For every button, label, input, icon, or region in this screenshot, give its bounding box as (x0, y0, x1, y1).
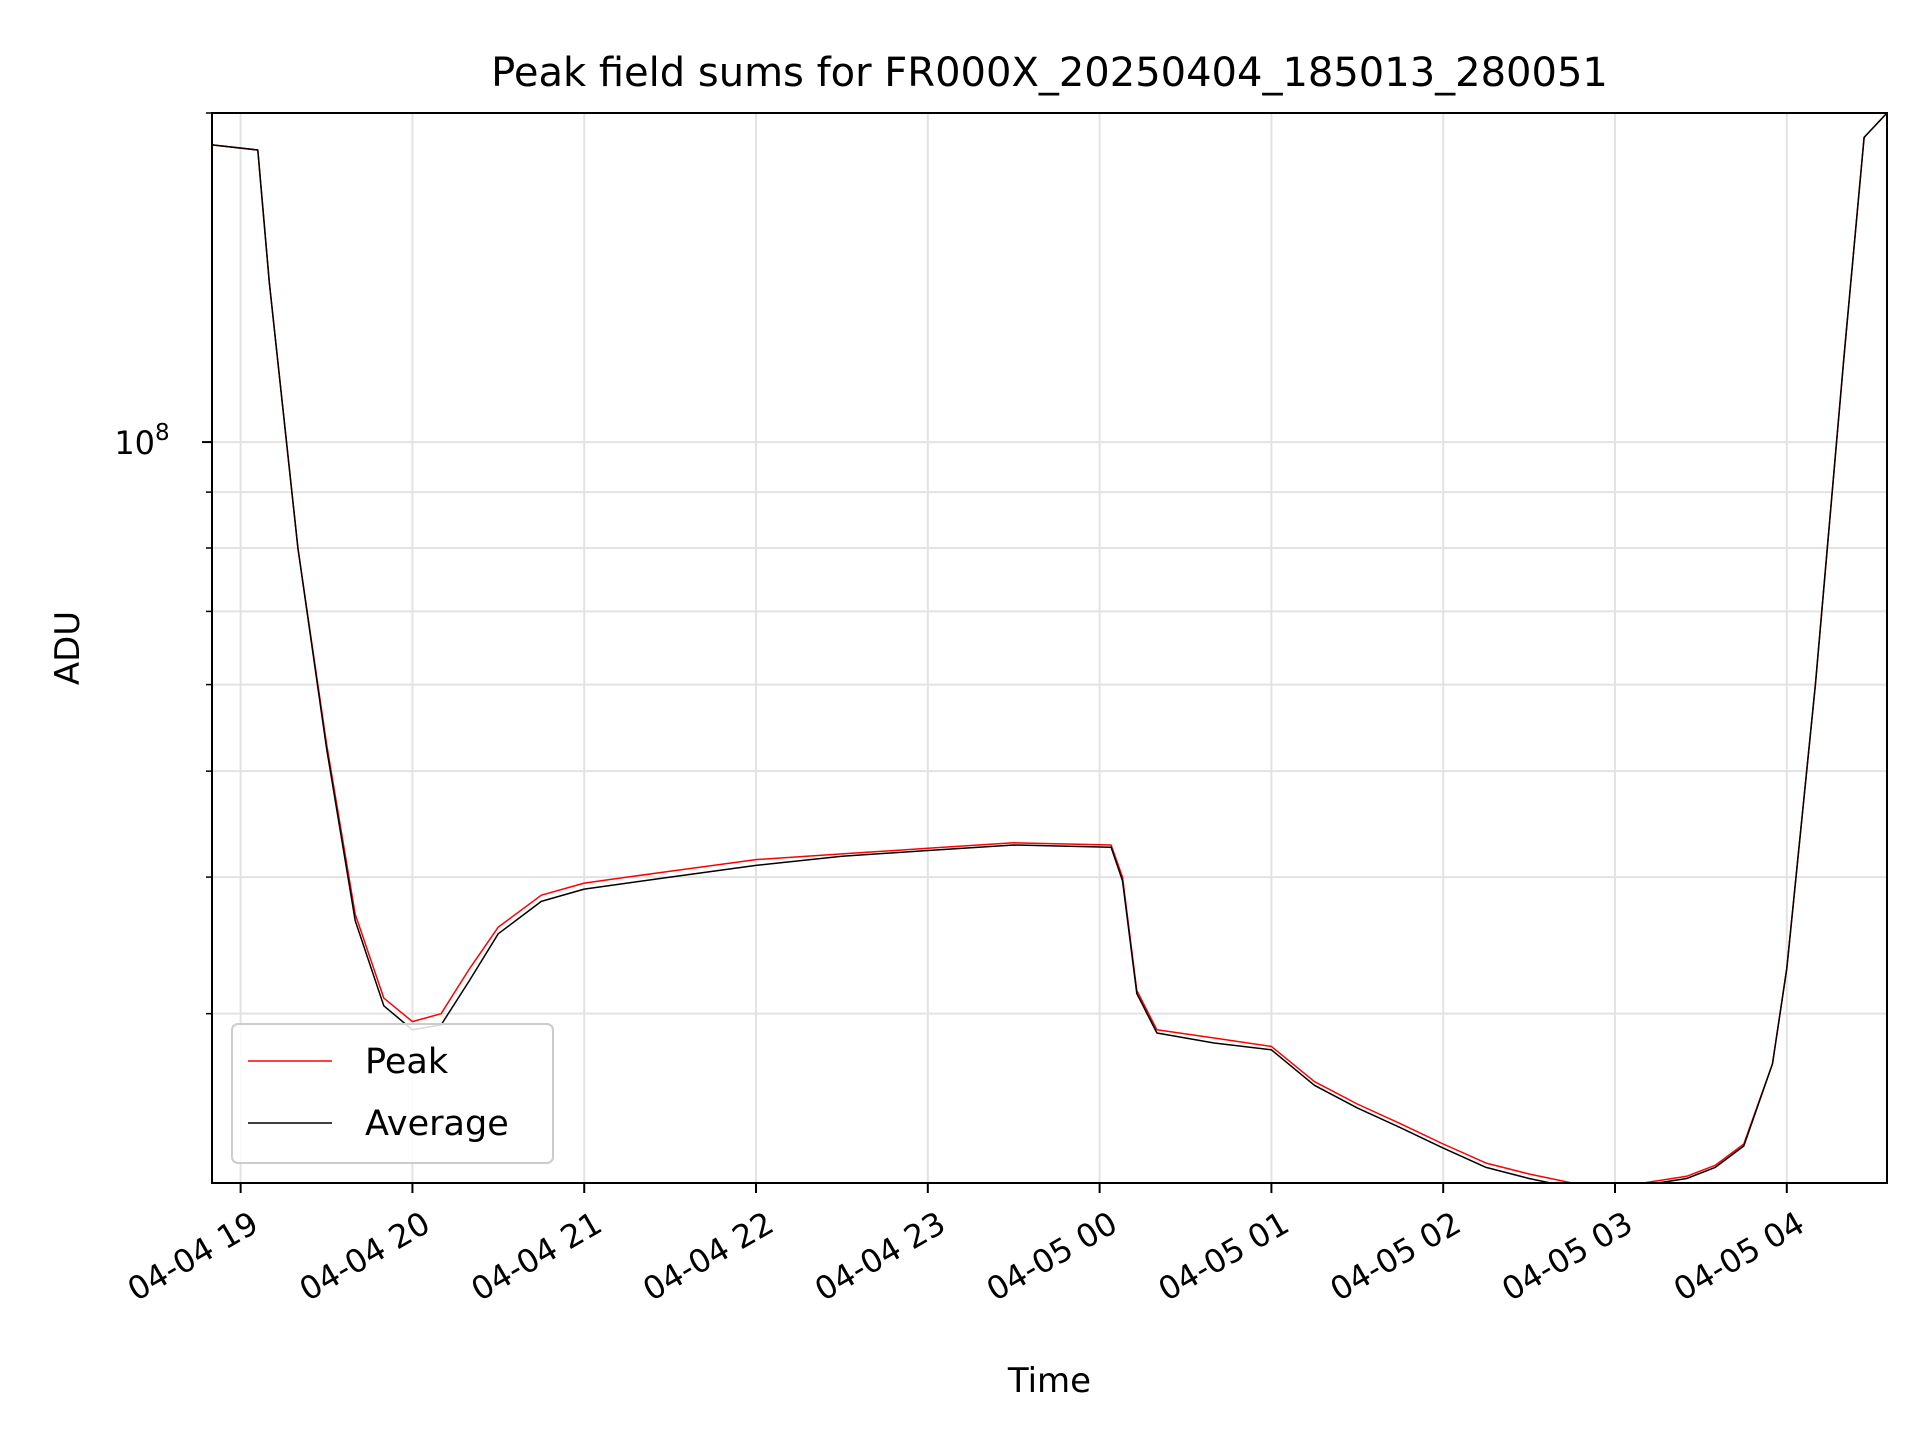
series-line-peak (212, 113, 1887, 1183)
grid (212, 112, 1887, 1183)
x-tick-label: 04-05 00 (980, 1204, 1124, 1309)
legend-label-peak: Peak (365, 1042, 449, 1082)
legend-label-average: Average (365, 1104, 509, 1144)
x-tick-label: 04-05 03 (1495, 1204, 1639, 1309)
x-tick-label: 04-04 21 (465, 1204, 609, 1309)
x-tick-label: 04-05 02 (1324, 1204, 1468, 1309)
x-tick-label: 04-04 20 (293, 1204, 437, 1309)
x-axis-label: Time (1007, 1361, 1091, 1401)
chart-title: Peak field sums for FR000X_20250404_1850… (491, 50, 1608, 96)
y-axis-label: ADU (48, 611, 88, 685)
x-tick-label: 04-04 19 (121, 1204, 265, 1309)
x-tick-label: 04-04 22 (636, 1204, 780, 1309)
x-tick-label: 04-05 04 (1667, 1204, 1811, 1309)
y-tick-label: 108 (114, 420, 169, 462)
x-tick-label: 04-04 23 (808, 1204, 952, 1309)
x-tick-label: 04-05 01 (1152, 1204, 1296, 1309)
legend-box (231, 1023, 554, 1164)
legend: Peak Average (231, 1023, 554, 1164)
plot-frame (211, 112, 1888, 1184)
